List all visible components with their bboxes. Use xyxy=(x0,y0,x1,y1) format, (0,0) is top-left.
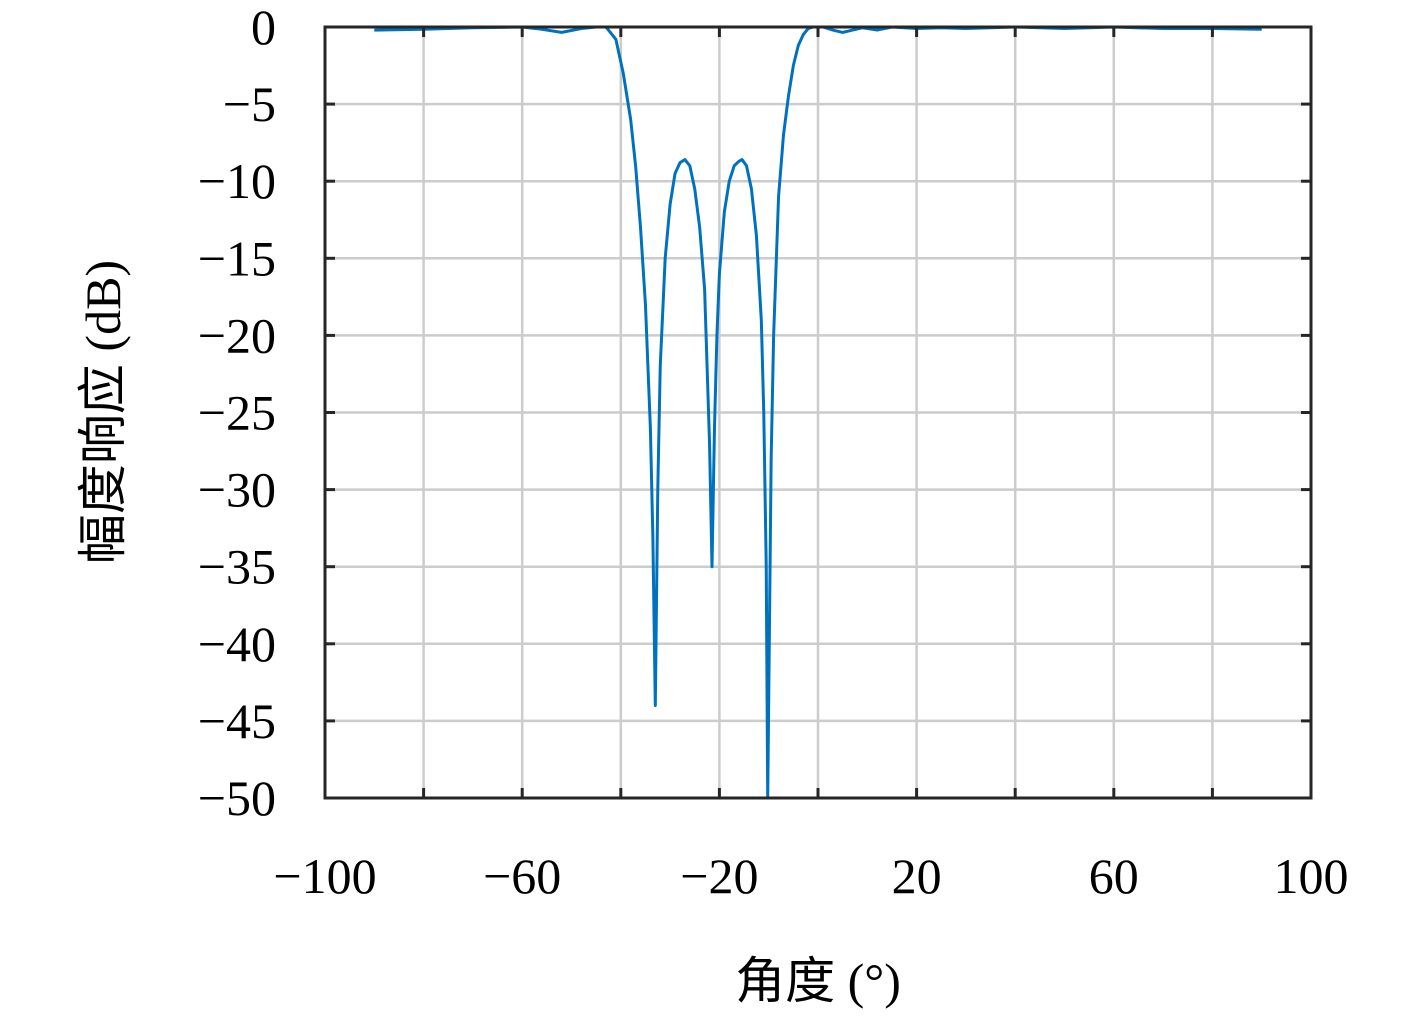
y-tick-label: −20 xyxy=(198,307,276,363)
y-tick-label: −10 xyxy=(198,153,276,209)
y-tick-label: −5 xyxy=(223,76,276,132)
y-tick-label: −40 xyxy=(198,616,276,672)
y-tick-label: 0 xyxy=(251,0,276,55)
y-tick-label: −45 xyxy=(198,693,276,749)
x-tick-label: 100 xyxy=(1274,848,1349,904)
y-tick-label: −30 xyxy=(198,462,276,518)
x-tick-label: 20 xyxy=(892,848,942,904)
x-tick-label: −20 xyxy=(680,848,758,904)
y-tick-label: −35 xyxy=(198,539,276,595)
data-line xyxy=(374,25,1262,800)
x-tick-label: −100 xyxy=(273,848,376,904)
y-tick-label: −25 xyxy=(198,385,276,441)
x-axis-label: 角度 (°) xyxy=(735,953,901,1009)
x-tick-label: −60 xyxy=(483,848,561,904)
y-tick-label: −15 xyxy=(198,230,276,286)
x-tick-label: 60 xyxy=(1089,848,1139,904)
y-axis-label: 幅度响应 (dB) xyxy=(75,260,131,564)
y-tick-label: −50 xyxy=(198,770,276,826)
